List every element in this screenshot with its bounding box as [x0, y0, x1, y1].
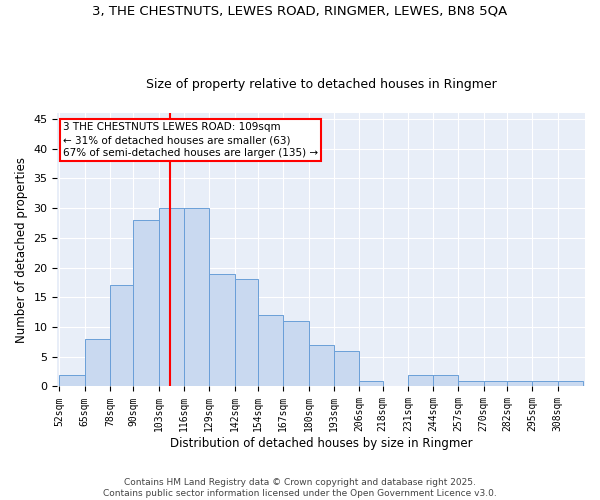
Bar	[507, 380, 532, 386]
Bar	[484, 380, 507, 386]
Bar	[308, 345, 334, 387]
Bar	[158, 208, 184, 386]
Text: 3, THE CHESTNUTS, LEWES ROAD, RINGMER, LEWES, BN8 5QA: 3, THE CHESTNUTS, LEWES ROAD, RINGMER, L…	[92, 5, 508, 18]
Y-axis label: Number of detached properties: Number of detached properties	[15, 156, 28, 342]
Title: Size of property relative to detached houses in Ringmer: Size of property relative to detached ho…	[146, 78, 497, 91]
Bar	[133, 220, 158, 386]
Bar	[532, 380, 558, 386]
Bar	[558, 380, 583, 386]
Text: 3 THE CHESTNUTS LEWES ROAD: 109sqm
← 31% of detached houses are smaller (63)
67%: 3 THE CHESTNUTS LEWES ROAD: 109sqm ← 31%…	[63, 122, 319, 158]
Bar	[359, 380, 383, 386]
X-axis label: Distribution of detached houses by size in Ringmer: Distribution of detached houses by size …	[170, 437, 473, 450]
Bar	[458, 380, 484, 386]
Bar	[184, 208, 209, 386]
Bar	[258, 315, 283, 386]
Bar	[235, 280, 258, 386]
Bar	[209, 274, 235, 386]
Bar	[110, 286, 133, 386]
Bar	[408, 374, 433, 386]
Bar	[59, 374, 85, 386]
Bar	[334, 351, 359, 386]
Bar	[433, 374, 458, 386]
Bar	[283, 321, 308, 386]
Bar	[85, 339, 110, 386]
Text: Contains HM Land Registry data © Crown copyright and database right 2025.
Contai: Contains HM Land Registry data © Crown c…	[103, 478, 497, 498]
